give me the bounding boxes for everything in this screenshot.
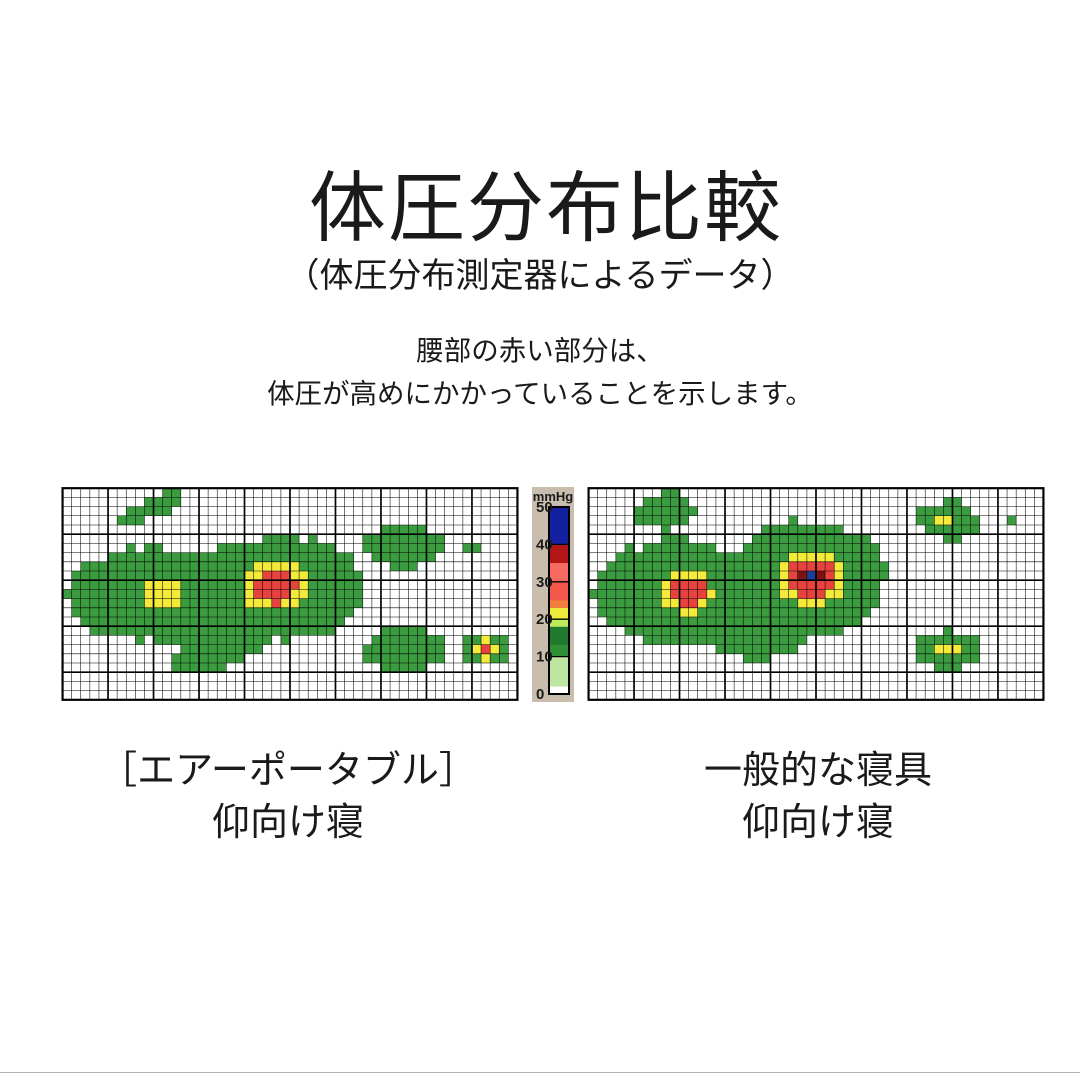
svg-text:30: 30 xyxy=(536,574,553,591)
svg-text:10: 10 xyxy=(536,649,553,666)
svg-text:0: 0 xyxy=(536,686,544,702)
svg-text:50: 50 xyxy=(536,499,553,516)
svg-text:20: 20 xyxy=(536,611,553,628)
svg-text:40: 40 xyxy=(536,536,553,553)
